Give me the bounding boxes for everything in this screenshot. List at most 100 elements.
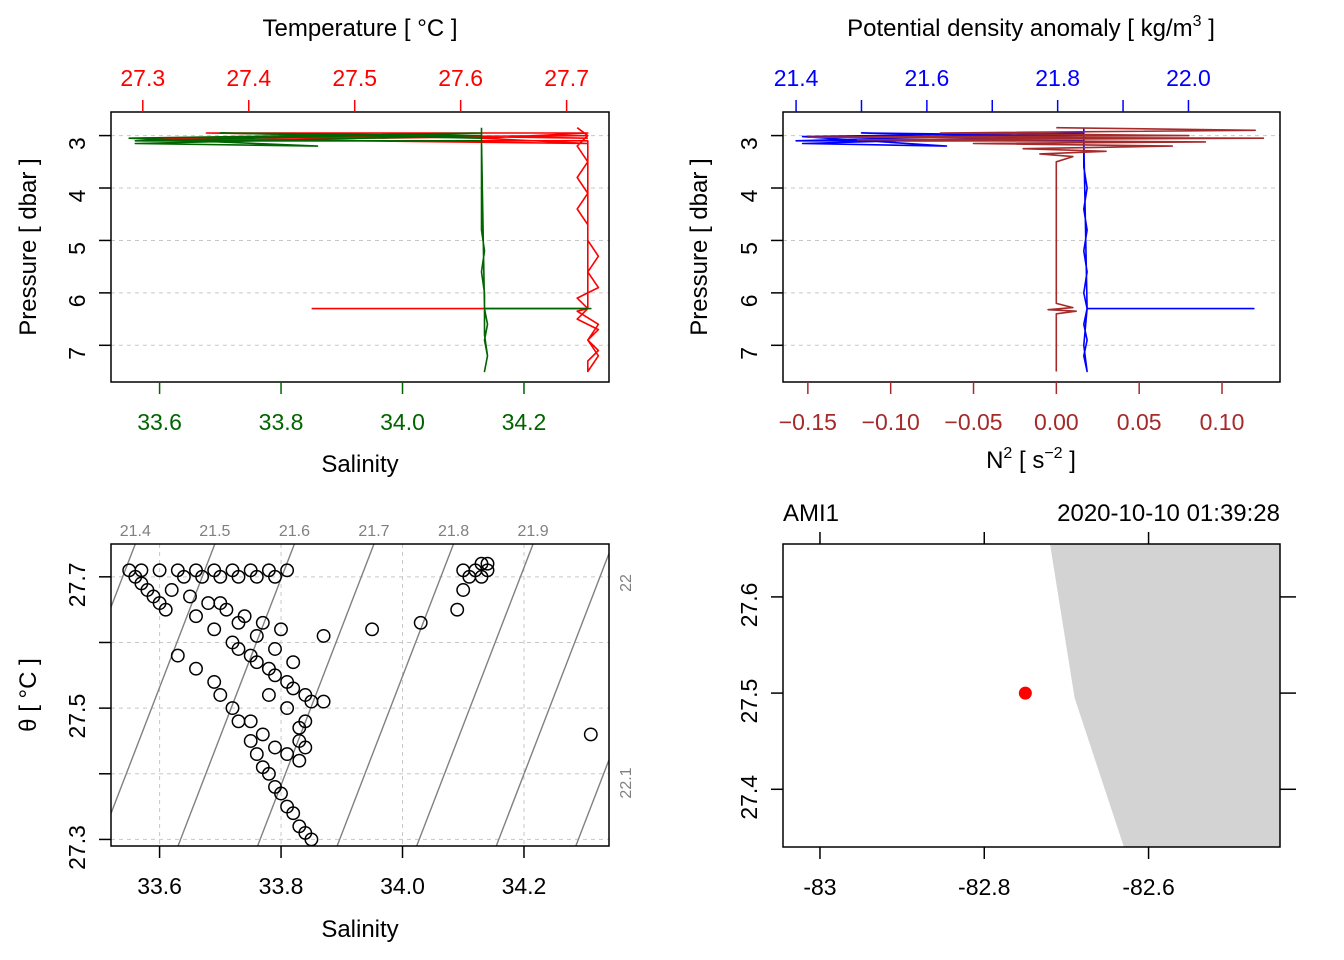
p1-bottom-tick-label-2: 34.0 <box>380 409 425 435</box>
p2-grid <box>783 135 1280 346</box>
p2-data <box>795 126 1265 373</box>
p2-n2-axis: −0.15 −0.10 −0.05 0.00 0.05 0.10 <box>779 382 1244 435</box>
p3-isopycnal-7 <box>575 757 609 846</box>
p2-bottom-tick-label-0: −0.15 <box>779 409 837 435</box>
p3-point-8 <box>152 563 167 578</box>
p2-left-tick-label-0: 3 <box>736 137 762 150</box>
n2-title-sup1: 2 <box>1003 445 1012 462</box>
p3-point-30 <box>207 622 222 637</box>
p1-left-tick-label-1: 4 <box>64 189 90 202</box>
p3-point-82 <box>480 563 495 578</box>
p3-bottom-tick-label-3: 34.2 <box>502 873 547 899</box>
density-axis-title: Potential density anomaly [ kg/m3 ] <box>847 13 1215 42</box>
p3-point-37 <box>213 596 228 611</box>
p1-salinity-axis: 33.6 33.8 34.0 34.2 <box>137 382 546 435</box>
p1-top-tick-label-1: 27.4 <box>226 65 271 91</box>
p4-axes: -83 -82.8 -82.6 27.4 27.5 27.6 <box>736 532 1296 900</box>
p2-series-n2 <box>807 126 1265 372</box>
p3-point-61 <box>249 747 264 762</box>
p2-top-tick-label-3: 22.0 <box>1166 65 1211 91</box>
p3-point-42 <box>231 642 246 656</box>
p3-point-87 <box>292 734 307 748</box>
p3-point-45 <box>286 681 301 696</box>
p3-point-44 <box>268 668 282 683</box>
p3-isopycnal-label-0: 21.4 <box>120 523 151 540</box>
p3-point-22 <box>164 583 179 597</box>
p2-left-tick-label-3: 6 <box>736 294 762 307</box>
p3-left-tick-label-0: 27.3 <box>64 825 90 870</box>
p3-point-49 <box>243 714 258 729</box>
p3-point-50 <box>255 727 270 742</box>
p1-left-tick-label-4: 7 <box>64 347 90 360</box>
p4-bottom-tick-label-1: -82.8 <box>958 874 1010 900</box>
p2-pressure-axis: 3 4 5 6 7 <box>736 134 783 360</box>
p3-isopycnal-label-1: 21.5 <box>199 523 230 540</box>
p3-point-79 <box>480 556 495 571</box>
p4-data <box>1018 686 1032 700</box>
p2-series-density <box>795 127 1255 373</box>
p3-isopycnals <box>111 544 609 846</box>
p1-temperature-axis: 27.3 27.4 27.5 27.6 27.7 <box>120 65 589 112</box>
p3-point-72 <box>365 622 380 637</box>
panel-density-profile: Potential density anomaly [ kg/m3 ] 21.4… <box>686 13 1281 474</box>
p3-point-6 <box>158 602 173 617</box>
p3-left-tick-label-1: 27.5 <box>64 694 90 739</box>
p3-point-71 <box>316 628 331 643</box>
density-title-main: Potential density anomaly [ kg/m <box>847 15 1193 42</box>
p3-point-38 <box>231 615 246 630</box>
p4-plot-box <box>782 543 1281 848</box>
p1-pressure-axis-title: Pressure [ dbar ] <box>15 158 42 335</box>
p3-point-53 <box>292 753 307 768</box>
temperature-axis-title: Temperature [ °C ] <box>263 15 458 42</box>
p3-point-20 <box>249 569 264 584</box>
p3-point-19 <box>231 569 246 584</box>
p1-top-tick-label-2: 27.5 <box>332 65 377 91</box>
p2-plot-box <box>782 111 1281 383</box>
p3-point-21 <box>268 569 282 584</box>
density-title-sup: 3 <box>1193 13 1202 30</box>
n2-title-sup2: −2 <box>1044 445 1062 462</box>
p1-top-tick-label-4: 27.7 <box>544 65 589 91</box>
p3-point-56 <box>207 674 222 689</box>
p3-point-54 <box>170 648 185 663</box>
p2-bottom-tick-label-4: 0.05 <box>1117 409 1162 435</box>
p4-land-polygon <box>1050 544 1280 847</box>
p3-point-29 <box>189 609 203 624</box>
p3-theta-axis: 27.3 27.5 27.7 <box>64 562 111 870</box>
p4-station-point <box>1018 686 1032 700</box>
p3-point-52 <box>280 747 295 762</box>
n2-title-main: N <box>986 447 1003 474</box>
p2-pressure-axis-title: Pressure [ dbar ] <box>686 158 713 335</box>
n2-axis-title: N2 [ s−2 ] <box>986 445 1076 474</box>
p3-isopycnal-label-right-1: 22.1 <box>618 767 635 798</box>
p3-plot-box <box>110 543 610 847</box>
p4-bottom-tick-label-0: -83 <box>803 874 836 900</box>
p1-grid <box>111 135 609 346</box>
p3-bottom-tick-label-0: 33.6 <box>137 873 182 899</box>
p3-point-80 <box>456 563 471 578</box>
p4-left-tick-label-0: 27.4 <box>736 775 762 820</box>
p3-point-17 <box>195 569 210 584</box>
p1-left-tick-label-0: 3 <box>64 137 90 150</box>
p3-isopycnal-4 <box>336 544 455 846</box>
p3-point-43 <box>249 655 264 670</box>
n2-title-end: ] <box>1063 447 1076 474</box>
p3-point-16 <box>176 569 191 584</box>
p3-isopycnal-label-3: 21.7 <box>358 523 389 540</box>
p2-left-tick-label-1: 4 <box>736 189 762 202</box>
p3-point-23 <box>183 589 197 604</box>
p3-point-73 <box>413 615 428 630</box>
p3-point-41 <box>286 655 301 670</box>
p3-left-tick-label-2: 27.7 <box>64 562 90 607</box>
panel-ts-profile: Temperature [ °C ] 27.3 27.4 27.5 27.6 27.7 … <box>15 15 610 478</box>
p1-top-tick-label-3: 27.6 <box>438 65 483 91</box>
p1-plot-box <box>110 111 610 383</box>
p4-land <box>1050 544 1280 847</box>
p3-point-59 <box>231 714 246 729</box>
p3-salinity-axis-title: Salinity <box>321 916 398 943</box>
p3-point-75 <box>456 583 471 597</box>
p3-bottom-tick-label-1: 33.8 <box>259 873 304 899</box>
p3-grid <box>111 544 609 846</box>
